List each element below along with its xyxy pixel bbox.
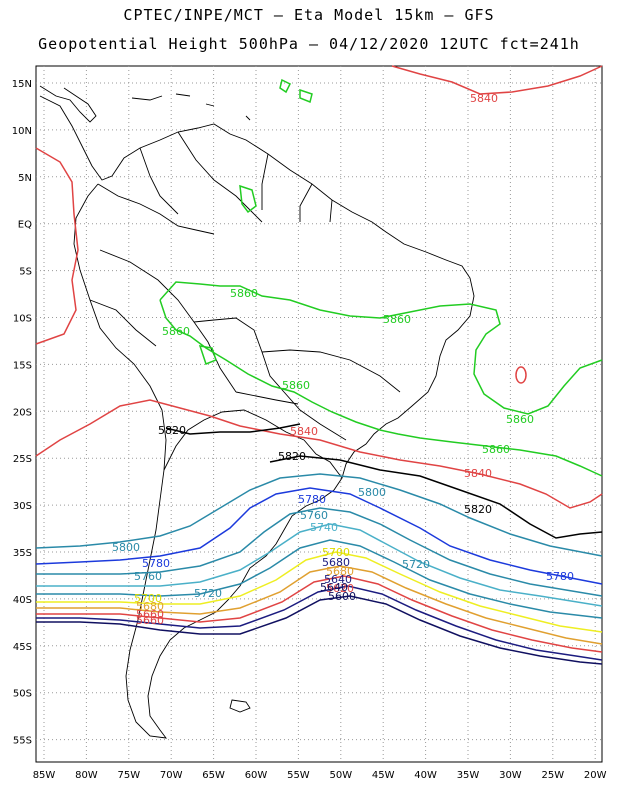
contour-5760 xyxy=(36,507,603,597)
contour-label: 5860 xyxy=(282,379,310,392)
contour-label: 5860 xyxy=(162,325,190,338)
contour-label: 5860 xyxy=(482,443,510,456)
contour-5860-main xyxy=(159,281,603,477)
contour-5840-north xyxy=(391,65,603,95)
contour-label: 5700 xyxy=(134,592,162,605)
contour-label: 5660 xyxy=(136,614,164,627)
caribbean-islands xyxy=(131,93,251,121)
contour-label: 5840 xyxy=(290,425,318,438)
coastlines-borders xyxy=(39,85,475,739)
lat-tick-label: 10N xyxy=(12,126,32,137)
lat-tick-label: 55S xyxy=(13,736,32,747)
contour-label: 5860 xyxy=(506,413,534,426)
lat-tick-label: 5N xyxy=(18,173,32,184)
lon-tick-label: 60W xyxy=(245,770,268,781)
lat-tick-label: 40S xyxy=(13,595,32,606)
contour-label: 5860 xyxy=(383,313,411,326)
contour-label: 5840 xyxy=(470,92,498,105)
map-frame xyxy=(35,65,603,763)
contour-label: 5840 xyxy=(464,467,492,480)
lon-tick-label: 85W xyxy=(33,770,56,781)
lon-tick-label: 35W xyxy=(457,770,480,781)
contour-label: 5760 xyxy=(134,570,162,583)
contour-label: 5680 xyxy=(326,565,354,578)
contour-label: 5780 xyxy=(546,570,574,583)
contour-label: 5680 xyxy=(136,600,164,613)
lat-tick-label: 45S xyxy=(13,642,32,653)
contour-label: 5660 xyxy=(136,608,164,621)
contour-5860-small-1 xyxy=(198,78,313,365)
contour-label: 5780 xyxy=(298,493,326,506)
contour-label: 5800 xyxy=(358,486,386,499)
contour-5820 xyxy=(165,423,603,539)
contour-5680 xyxy=(36,565,603,645)
contour-5700 xyxy=(36,551,603,633)
contour-label: 5720 xyxy=(194,587,222,600)
contour-label: 5760 xyxy=(300,509,328,522)
contour-label: 5800 xyxy=(112,541,140,554)
contour-5780 xyxy=(35,487,603,585)
longitude-labels: 85W 80W 75W 70W 65W 60W 55W 50W 45W 40W 35W 30W 25W 2… xyxy=(33,770,607,781)
contour-label: 5780 xyxy=(142,557,170,570)
south-america-coastline xyxy=(39,95,475,739)
contour-label: 5720 xyxy=(402,558,430,571)
lat-tick-label: EQ xyxy=(18,220,32,231)
lon-tick-label: 20W xyxy=(584,770,607,781)
contour-label: 5600 xyxy=(328,590,356,603)
lat-tick-label: 10S xyxy=(13,314,32,325)
contour-5740 xyxy=(36,523,603,607)
lat-tick-label: 50S xyxy=(13,689,32,700)
lon-tick-label: 25W xyxy=(541,770,564,781)
lon-tick-label: 70W xyxy=(160,770,183,781)
contour-label: 5640 xyxy=(324,573,352,586)
contour-5600 xyxy=(36,595,603,665)
lon-tick-label: 50W xyxy=(329,770,352,781)
lat-tick-label: 15N xyxy=(12,79,32,90)
contour-label: 5680 xyxy=(322,556,350,569)
lat-tick-label: 20S xyxy=(13,407,32,418)
contour-label: 5700 xyxy=(322,546,350,559)
contour-label: 5820 xyxy=(158,424,186,437)
contour-label: 5820 xyxy=(278,450,306,463)
title-line-1: CPTEC/INPE/MCT – Eta Model 15km – GFS xyxy=(123,6,495,24)
contour-labels: 5840 5860 5860 5860 5860 5860 5860 5840 … xyxy=(112,92,574,627)
graticule xyxy=(36,66,602,762)
contour-5840-mid xyxy=(35,399,603,509)
contour-5720 xyxy=(36,539,603,619)
lon-tick-label: 30W xyxy=(499,770,522,781)
lon-tick-label: 45W xyxy=(372,770,395,781)
central-america-coast xyxy=(39,85,97,123)
falklands xyxy=(229,699,251,713)
latitude-labels: 15N 10N 5N EQ 5S 10S 15S 20S 25S 30S 35S 40S 45S 50S 5… xyxy=(12,79,32,747)
title-line-2: Geopotential Height 500hPa – 04/12/2020 … xyxy=(38,35,580,53)
contour-5640 xyxy=(36,585,603,661)
contour-5660 xyxy=(36,575,603,653)
lon-tick-label: 55W xyxy=(287,770,310,781)
lon-tick-label: 80W xyxy=(75,770,98,781)
contour-label: 5820 xyxy=(464,503,492,516)
contour-5840-west xyxy=(35,147,79,345)
lon-tick-label: 65W xyxy=(202,770,225,781)
contour-label: 5740 xyxy=(310,521,338,534)
lat-tick-label: 30S xyxy=(13,501,32,512)
lon-tick-label: 40W xyxy=(414,770,437,781)
contour-5800 xyxy=(35,473,603,557)
lat-tick-label: 5S xyxy=(19,267,32,278)
lat-tick-label: 25S xyxy=(13,454,32,465)
contour-label: 5620 xyxy=(326,582,354,595)
contour-label: 5640 xyxy=(320,581,348,594)
contour-5860-cell-atlantic xyxy=(515,366,527,384)
lat-tick-label: 15S xyxy=(13,360,32,371)
height-contours xyxy=(35,65,603,665)
lat-tick-label: 35S xyxy=(13,548,32,559)
lon-tick-label: 75W xyxy=(117,770,140,781)
contour-label: 5860 xyxy=(230,287,258,300)
